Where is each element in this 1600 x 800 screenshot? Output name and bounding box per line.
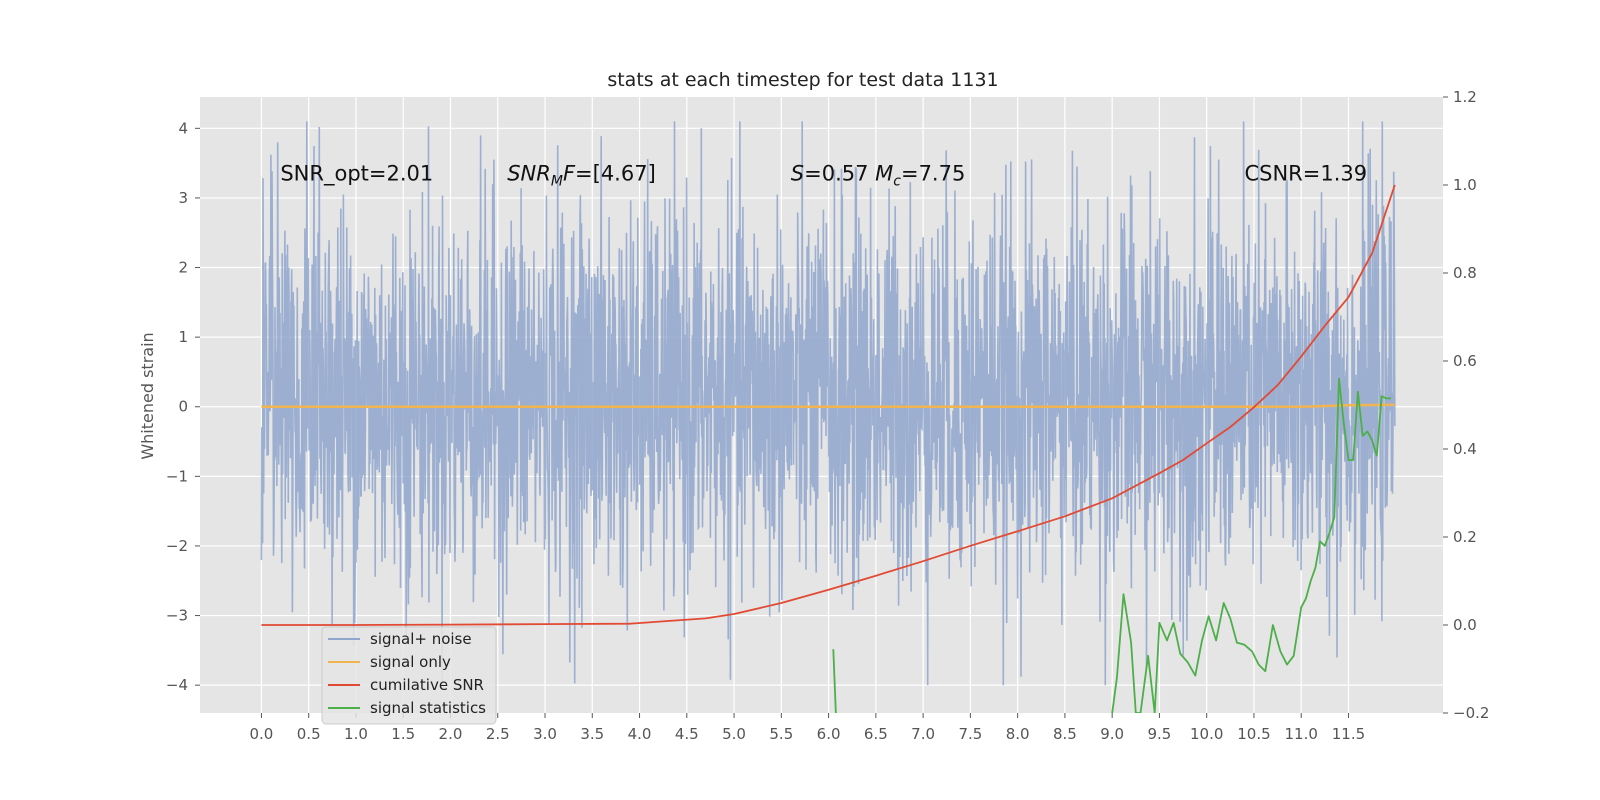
annotation-part: CSNR=1.39 [1244,162,1367,186]
y-tick-label-right: 1.2 [1453,88,1477,106]
x-tick-label: 6.0 [817,725,841,743]
annotation-s-mc: S=0.57 Mc=7.75 [791,162,966,190]
y-tick-label-right: 0.8 [1453,264,1477,282]
legend-box [321,626,497,725]
annotation-part: F [563,162,576,186]
y-tick-label-left: 2 [178,259,188,277]
legend-label: signal statistics [370,699,486,717]
x-tick-label: 7.0 [911,725,935,743]
series-signal-plus-noise-line [260,121,1396,686]
y-tick-label-right: 0.0 [1453,616,1477,634]
annotation-part: c [893,174,901,190]
x-tick-label: 1.5 [391,725,415,743]
legend: signal+ noise signal only cumilative SNR si… [321,626,497,725]
x-tick-label: 11.5 [1332,725,1365,743]
y-tick-label-left: −1 [166,467,188,485]
x-tick-label: 2.5 [486,725,510,743]
x-tick-label: 5.0 [722,725,746,743]
annotation-snr-mf: SNRMF=[4.67] [507,162,656,190]
x-tick-label: 3.0 [533,725,557,743]
x-tick-label: 3.5 [580,725,604,743]
x-tick-label: 2.0 [439,725,463,743]
data-layer [260,121,1396,713]
chart-title: stats at each timestep for test data 113… [607,69,998,91]
annotation-snr-opt: SNR_opt=2.01 [280,162,433,187]
plot-area: 0.0 0.5 1.0 1.5 2.0 2.5 3.0 3.5 4.0 4.5 5.0 5.5 6.0 6… [166,88,1490,743]
annotation-part: =[4.67] [575,162,656,186]
x-tick-label: 0.0 [250,725,274,743]
x-tick-label: 4.5 [675,725,699,743]
annotation-part: SNR_opt=2.01 [280,162,433,187]
annotation-part: S [791,162,804,186]
x-tick-label: 0.5 [297,725,321,743]
x-tick-label: 6.5 [864,725,888,743]
y-tick-label-right: 0.2 [1453,528,1477,546]
y-tick-label-right: −0.2 [1453,704,1489,722]
x-tick-label: 7.5 [958,725,982,743]
x-tick-label: 5.5 [769,725,793,743]
y-tick-label-left: −4 [166,676,188,694]
series-signal-statistics-line [1111,377,1391,713]
y-tick-label-right: 0.4 [1453,440,1477,458]
y-tick-label-right: 0.6 [1453,352,1477,370]
series-signal-statistics-line [832,649,837,713]
x-tick-label: 1.0 [344,725,368,743]
y-tick-label-left: 3 [178,189,188,207]
annotation-part: M [551,174,563,190]
x-tick-label: 8.0 [1006,725,1030,743]
legend-label: signal+ noise [370,630,472,648]
annotation-csnr: CSNR=1.39 [1244,162,1367,186]
x-tick-label: 11.0 [1285,725,1318,743]
annotation-part: SNR [507,162,551,186]
annotation-part: M [875,162,893,186]
x-tick-label: 9.0 [1100,725,1124,743]
x-tick-label: 10.5 [1237,725,1270,743]
y-axis-label-left: Whitened strain [138,332,157,459]
series-cumilative-snr-line [261,184,1396,626]
y-tick-label-left: 1 [178,328,188,346]
legend-label: cumilative SNR [370,676,484,694]
y-tick-label-left: −3 [166,607,188,625]
y-tick-label-left: 0 [178,398,188,416]
y-tick-label-left: −2 [166,537,188,555]
y-tick-label-right: 1.0 [1453,176,1477,194]
annotation-part: =0.57 [804,162,875,186]
x-tick-label: 9.5 [1147,725,1171,743]
y-tick-label-left: 4 [178,119,188,137]
legend-label: signal only [370,653,451,671]
x-tick-label: 10.0 [1190,725,1223,743]
x-tick-label: 8.5 [1053,725,1077,743]
x-tick-label: 4.0 [628,725,652,743]
annotation-part: =7.75 [901,162,965,186]
